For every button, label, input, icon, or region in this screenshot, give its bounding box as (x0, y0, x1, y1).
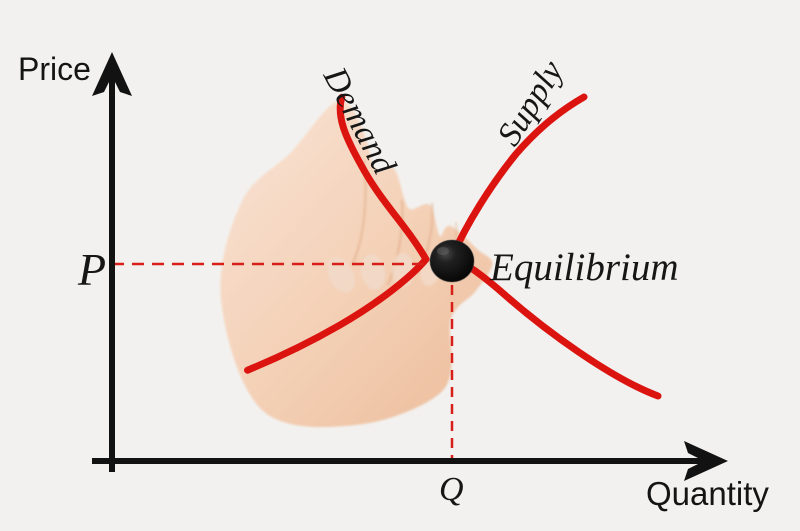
svg-text:Supply: Supply (490, 53, 571, 152)
svg-text:Equilibrium: Equilibrium (489, 246, 679, 289)
